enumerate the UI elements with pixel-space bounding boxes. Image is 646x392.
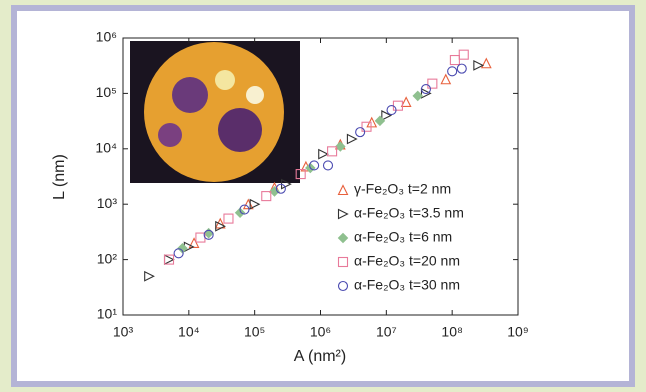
x-tick-label: 10³ [113,324,134,340]
legend-label: γ-Fe₂O₃ t=2 nm [354,181,451,197]
x-axis-label: A (nm²) [294,348,346,365]
y-tick-label: 10² [97,250,118,266]
x-tick-label: 10⁷ [376,324,397,340]
legend-label: α-Fe₂O₃ t=20 nm [354,253,460,269]
y-tick-label: 10⁶ [96,29,117,45]
x-tick-label: 10⁶ [310,324,331,340]
y-axis-label: L (nm) [51,154,68,200]
x-tick-label: 10⁹ [507,324,529,340]
x-tick-label: 10⁵ [244,324,265,340]
y-tick-label: 10¹ [97,306,118,322]
inset-image [130,41,300,183]
legend-label: α-Fe₂O₃ t=3.5 nm [354,205,464,221]
legend-label: α-Fe₂O₃ t=30 nm [354,277,460,293]
x-tick-label: 10⁸ [441,324,463,340]
y-tick-label: 10⁴ [95,140,117,156]
y-tick-label: 10⁵ [96,84,117,100]
page: A (nm²) L (nm) 10³ 10⁴ 10⁵ 10⁶ 10⁷ 10⁸ 10⁹ 10¹ 1… [0,0,646,392]
x-tick-label: 10⁴ [178,324,200,340]
legend-label: α-Fe₂O₃ t=6 nm [354,229,452,245]
chart: A (nm²) L (nm) 10³ 10⁴ 10⁵ 10⁶ 10⁷ 10⁸ 10⁹ 10¹ 1… [0,0,646,392]
y-tick-label: 10³ [97,195,118,211]
